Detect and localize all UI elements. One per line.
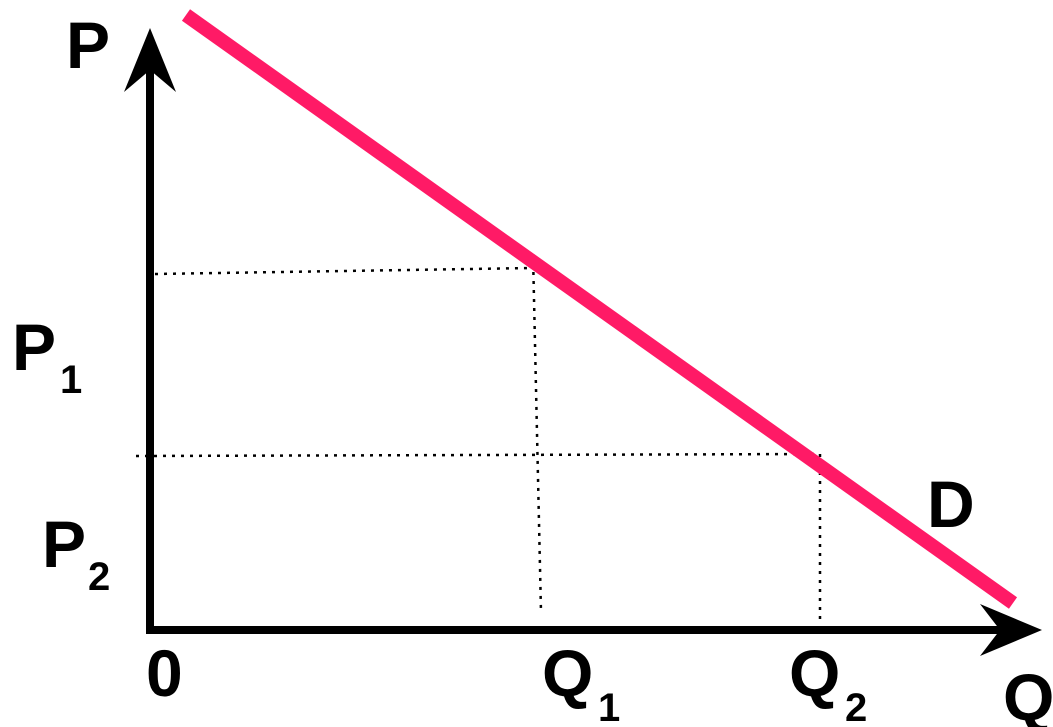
x-axis-label: Q [1003,660,1053,727]
q1-subscript: 1 [598,686,620,727]
p2-guide-line [135,452,821,458]
p2-subscript: 2 [88,555,110,599]
demand-curve-label: D [927,467,975,541]
q2-subscript: 2 [845,686,867,727]
demand-curve [181,9,1018,609]
p1-guide-line [154,266,534,276]
p1-subscript: 1 [60,358,82,402]
q2-label: Q [789,636,840,710]
q1-label: Q [542,636,593,710]
origin-label: 0 [146,636,183,710]
p1-label: P [12,310,56,384]
x-axis-arrowhead [980,604,1042,656]
y-axis-label: P [66,8,110,82]
y-axis-arrowhead [124,28,176,92]
p2-label: P [42,507,86,581]
q1-guide-line [531,253,543,613]
